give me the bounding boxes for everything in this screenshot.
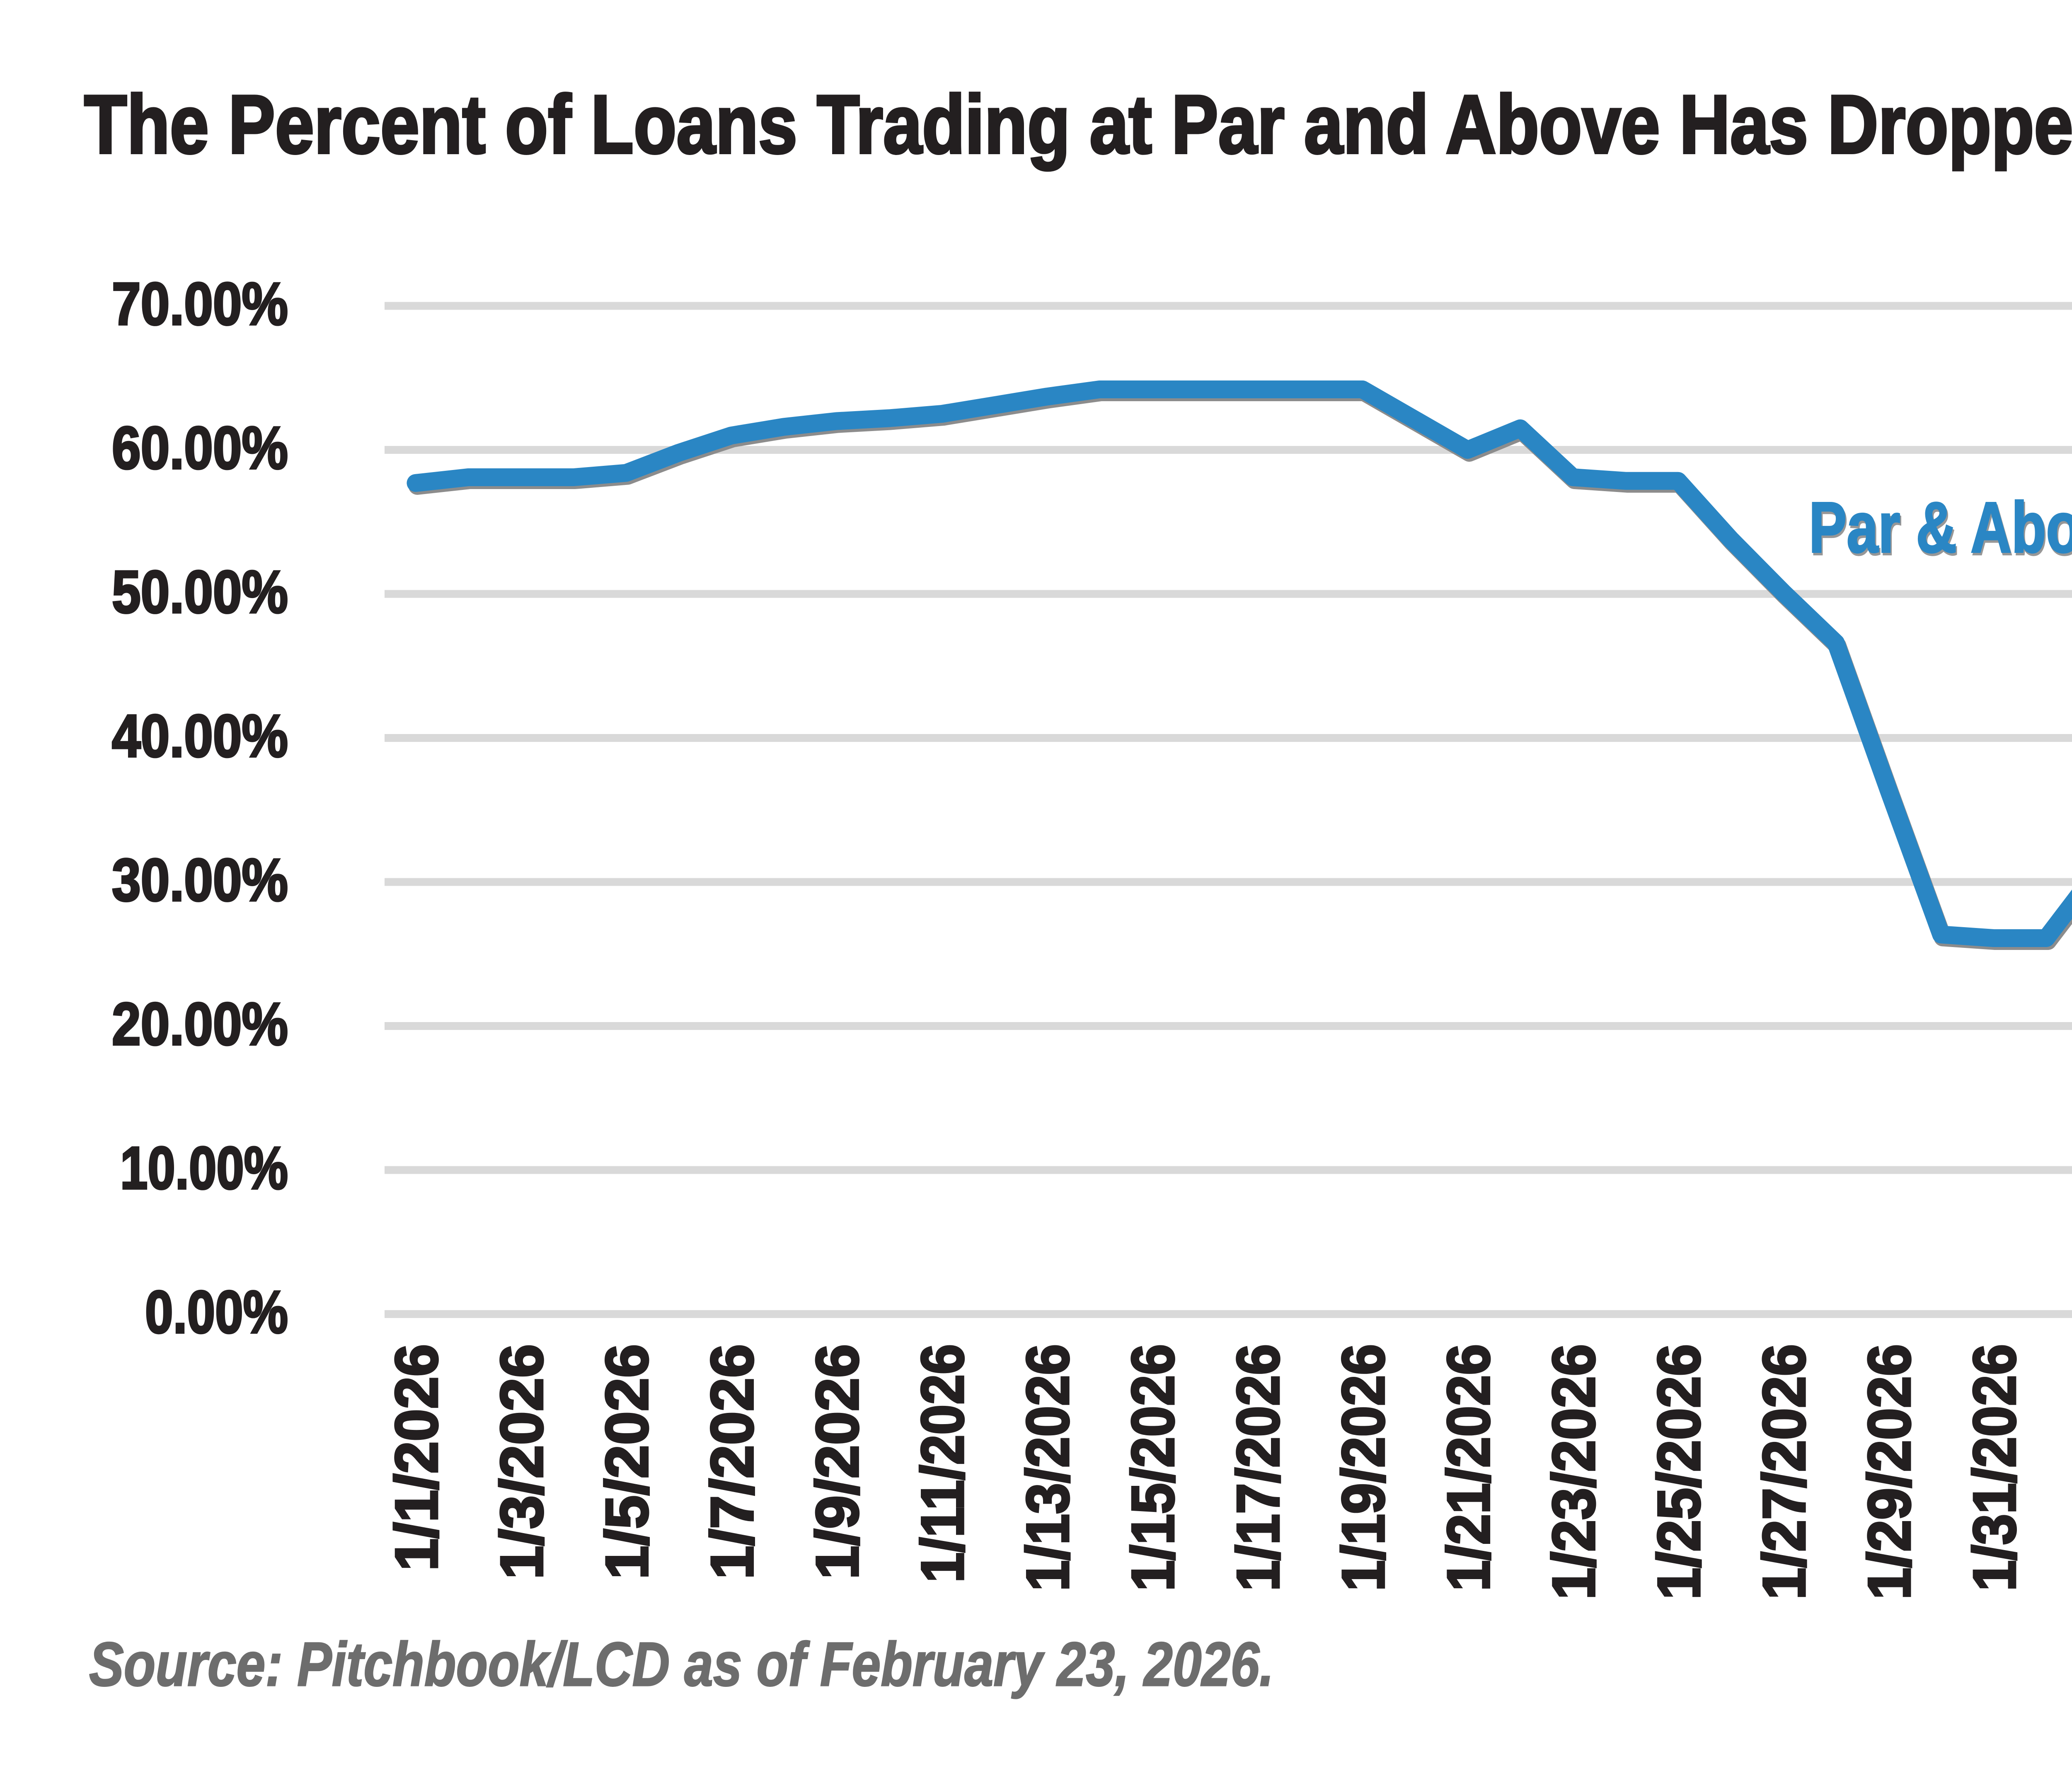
svg-text:70.00%: 70.00%	[112, 270, 288, 337]
svg-text:50.00%: 50.00%	[112, 558, 288, 625]
svg-text:1/29/2026: 1/29/2026	[1856, 1344, 1923, 1600]
svg-text:1/31/2026: 1/31/2026	[1961, 1344, 2028, 1591]
svg-text:Source: Pitchbook/LCD as of Fe: Source: Pitchbook/LCD as of February 23,…	[89, 1629, 1274, 1699]
svg-text:The Percent of Loans Trading a: The Percent of Loans Trading at Par and …	[84, 78, 2072, 171]
svg-text:1/21/2026: 1/21/2026	[1435, 1344, 1502, 1591]
svg-text:1/1/2026: 1/1/2026	[383, 1344, 450, 1571]
svg-text:1/23/2026: 1/23/2026	[1540, 1344, 1607, 1600]
svg-text:1/25/2026: 1/25/2026	[1645, 1344, 1712, 1600]
svg-text:1/3/2026: 1/3/2026	[488, 1344, 555, 1580]
svg-text:40.00%: 40.00%	[112, 703, 288, 770]
svg-text:2/2/2026: 2/2/2026	[2066, 1344, 2072, 1588]
svg-text:0.00%: 0.00%	[145, 1279, 288, 1346]
svg-text:1/15/2026: 1/15/2026	[1119, 1344, 1186, 1591]
svg-text:1/9/2026: 1/9/2026	[804, 1344, 871, 1580]
svg-text:1/7/2026: 1/7/2026	[699, 1344, 766, 1580]
svg-text:1/27/2026: 1/27/2026	[1750, 1344, 1818, 1600]
svg-text:Par & Above: Par & Above	[1810, 489, 2072, 570]
svg-text:60.00%: 60.00%	[112, 414, 288, 482]
svg-text:20.00%: 20.00%	[112, 991, 288, 1058]
svg-text:1/17/2026: 1/17/2026	[1225, 1344, 1292, 1591]
svg-text:1/13/2026: 1/13/2026	[1014, 1344, 1081, 1591]
svg-text:30.00%: 30.00%	[112, 846, 288, 913]
svg-text:1/11/2026: 1/11/2026	[909, 1344, 976, 1583]
svg-text:Par & Above: Par & Above	[1809, 487, 2072, 567]
svg-text:10.00%: 10.00%	[120, 1134, 288, 1202]
svg-text:1/5/2026: 1/5/2026	[593, 1344, 661, 1580]
svg-text:1/19/2026: 1/19/2026	[1330, 1344, 1397, 1591]
